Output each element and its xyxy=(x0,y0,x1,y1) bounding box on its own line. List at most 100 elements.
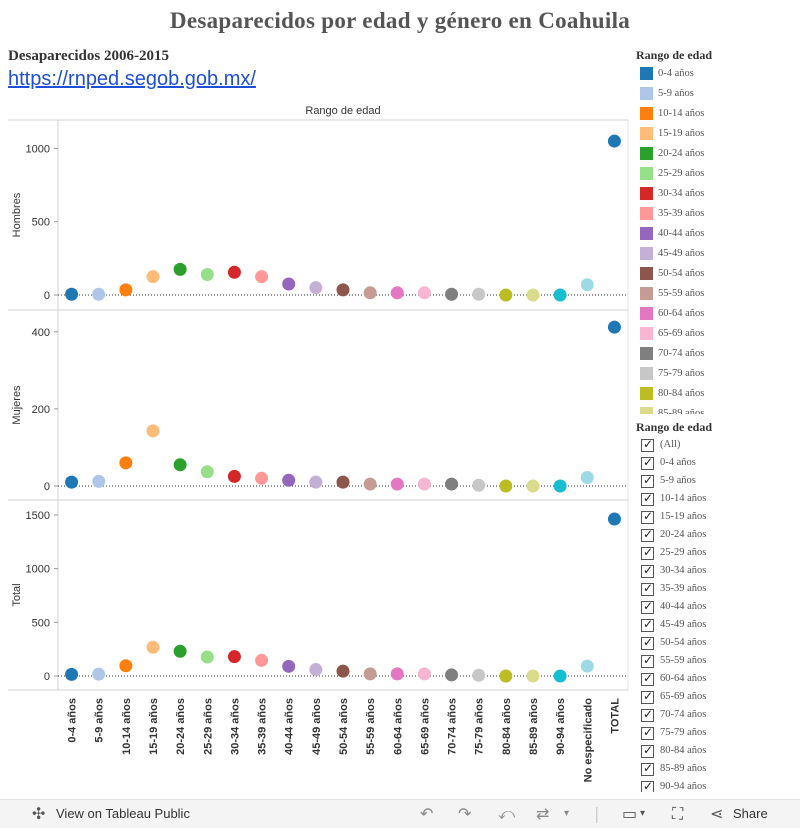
filter-label: 35-39 años xyxy=(660,583,707,594)
data-point xyxy=(607,320,621,334)
legend-item[interactable]: 25-29 años xyxy=(636,165,800,185)
filter-item[interactable]: 5-9 años xyxy=(636,473,800,491)
filter-label: (All) xyxy=(660,439,681,450)
legend-item[interactable]: 35-39 años xyxy=(636,205,800,225)
legend-item[interactable]: 70-74 años xyxy=(636,345,800,365)
row-label: Total xyxy=(11,583,23,606)
legend-label: 75-79 años xyxy=(658,368,705,379)
legend-label: 15-19 años xyxy=(658,128,705,139)
legend-label: 55-59 años xyxy=(658,288,705,299)
checkbox-checked-icon[interactable] xyxy=(641,779,654,792)
color-legend: Rango de edad 0-4 años 5-9 años 10-14 años… xyxy=(636,48,800,414)
legend-item[interactable]: 20-24 años xyxy=(636,145,800,165)
checkbox-checked-icon[interactable] xyxy=(641,437,654,452)
legend-item[interactable]: 55-59 años xyxy=(636,285,800,305)
data-point xyxy=(65,475,79,489)
share-icon[interactable]: ⋖ xyxy=(710,804,724,823)
checkbox-checked-icon[interactable] xyxy=(641,455,654,470)
filter-item[interactable]: 55-59 años xyxy=(636,653,800,671)
redo-icon[interactable]: ↷ xyxy=(458,804,472,823)
filter-item[interactable]: 45-49 años xyxy=(636,617,800,635)
filter-item[interactable]: 50-54 años xyxy=(636,635,800,653)
legend-item[interactable]: 0-4 años xyxy=(636,65,800,85)
data-point xyxy=(146,424,160,438)
checkbox-checked-icon[interactable] xyxy=(641,707,654,722)
filter-item[interactable]: 20-24 años xyxy=(636,527,800,545)
data-point xyxy=(526,288,540,302)
legend-item[interactable]: 30-34 años xyxy=(636,185,800,205)
legend-item[interactable]: 80-84 años xyxy=(636,385,800,405)
filter-item[interactable]: 0-4 años xyxy=(636,455,800,473)
filter-item[interactable]: 15-19 años xyxy=(636,509,800,527)
undo-icon[interactable]: ↶ xyxy=(420,804,434,823)
filter-item[interactable]: (All) xyxy=(636,437,800,455)
filter-label: 0-4 años xyxy=(660,457,696,468)
data-point xyxy=(417,286,431,300)
checkbox-checked-icon[interactable] xyxy=(641,581,654,596)
refresh-icon[interactable]: ⇄ xyxy=(536,804,550,823)
share-button[interactable]: Share xyxy=(733,806,768,821)
revert-icon[interactable]: ⤺ xyxy=(498,804,516,823)
filter-item[interactable]: 40-44 años xyxy=(636,599,800,617)
source-link[interactable]: https://rnped.segob.gob.mx/ xyxy=(8,68,256,90)
x-tick-label: 10-14 años xyxy=(121,698,133,755)
tableau-logo-icon: ✣ xyxy=(32,804,46,823)
x-tick-label: 55-59 años xyxy=(365,698,377,755)
legend-item[interactable]: 10-14 años xyxy=(636,105,800,125)
legend-item[interactable]: 15-19 años xyxy=(636,125,800,145)
checkbox-checked-icon[interactable] xyxy=(641,653,654,668)
legend-item[interactable]: 65-69 años xyxy=(636,325,800,345)
checkbox-checked-icon[interactable] xyxy=(641,617,654,632)
legend-item[interactable]: 75-79 años xyxy=(636,365,800,385)
filter-item[interactable]: 60-64 años xyxy=(636,671,800,689)
data-point xyxy=(200,267,214,281)
legend-item[interactable]: 50-54 años xyxy=(636,265,800,285)
filter-item[interactable]: 85-89 años xyxy=(636,761,800,779)
legend-item[interactable]: 5-9 años xyxy=(636,85,800,105)
filter-item[interactable]: 10-14 años xyxy=(636,491,800,509)
filter-item[interactable]: 30-34 años xyxy=(636,563,800,581)
checkbox-checked-icon[interactable] xyxy=(641,491,654,506)
legend-item[interactable]: 45-49 años xyxy=(636,245,800,265)
legend-item[interactable]: 85-89 años xyxy=(636,405,800,414)
data-point xyxy=(499,479,513,493)
checkbox-checked-icon[interactable] xyxy=(641,545,654,560)
filter-item[interactable]: 70-74 años xyxy=(636,707,800,725)
checkbox-checked-icon[interactable] xyxy=(641,563,654,578)
download-icon[interactable]: ▭ xyxy=(622,804,638,823)
download-chevron-icon[interactable]: ▾ xyxy=(640,808,646,819)
checkbox-checked-icon[interactable] xyxy=(641,599,654,614)
legend-item[interactable]: 60-64 años xyxy=(636,305,800,325)
y-tick-label: 0 xyxy=(44,481,50,493)
filter-item[interactable]: 80-84 años xyxy=(636,743,800,761)
checkbox-checked-icon[interactable] xyxy=(641,689,654,704)
legend-item[interactable]: 40-44 años xyxy=(636,225,800,245)
data-point xyxy=(309,663,323,677)
data-point xyxy=(607,512,621,526)
data-point xyxy=(65,287,79,301)
data-point xyxy=(363,667,377,681)
checkbox-checked-icon[interactable] xyxy=(641,509,654,524)
chevron-down-icon[interactable]: ▾ xyxy=(564,808,570,819)
checkbox-checked-icon[interactable] xyxy=(641,527,654,542)
filter-item[interactable]: 65-69 años xyxy=(636,689,800,707)
checkbox-checked-icon[interactable] xyxy=(641,725,654,740)
data-point xyxy=(607,134,621,148)
tableau-toolbar: ✣ View on Tableau Public ↶ ↷ ⤺ ⇄ ▾ | ▭ ▾… xyxy=(0,799,800,828)
fullscreen-icon[interactable]: ⛶ xyxy=(672,804,684,823)
filter-item[interactable]: 90-94 años xyxy=(636,779,800,792)
legend-label: 0-4 años xyxy=(658,68,694,79)
checkbox-checked-icon[interactable] xyxy=(641,743,654,758)
filter-item[interactable]: 25-29 años xyxy=(636,545,800,563)
legend-label: 60-64 años xyxy=(658,308,705,319)
filter-item[interactable]: 75-79 años xyxy=(636,725,800,743)
checkbox-checked-icon[interactable] xyxy=(641,671,654,686)
checkbox-checked-icon[interactable] xyxy=(641,473,654,488)
checkbox-checked-icon[interactable] xyxy=(641,761,654,776)
view-on-tableau-link[interactable]: View on Tableau Public xyxy=(56,806,190,821)
filter-label: 45-49 años xyxy=(660,619,707,630)
checkbox-checked-icon[interactable] xyxy=(641,635,654,650)
data-point xyxy=(553,479,567,493)
filter-item[interactable]: 35-39 años xyxy=(636,581,800,599)
legend-label: 45-49 años xyxy=(658,248,705,259)
